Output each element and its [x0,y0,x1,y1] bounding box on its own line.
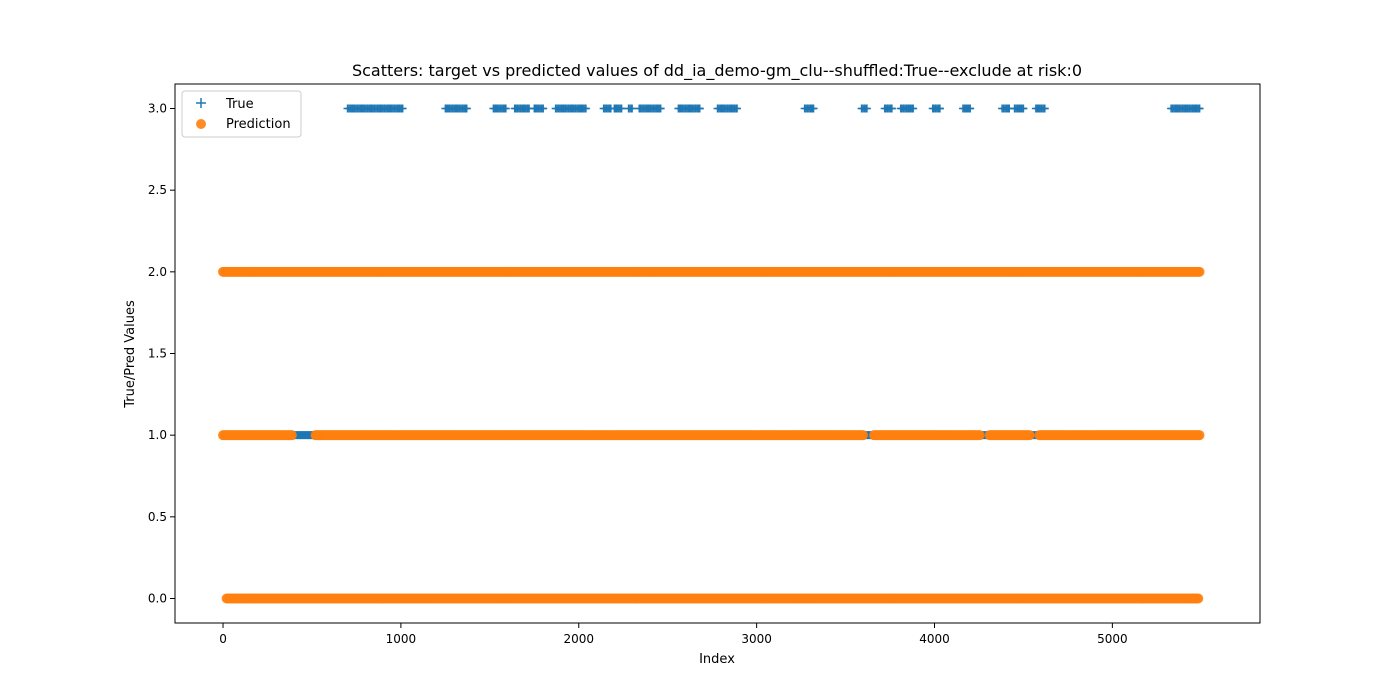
prediction-point [1193,593,1204,604]
true-point [656,104,665,113]
x-tick-label: 2000 [563,632,594,646]
legend: True Prediction [181,90,302,138]
true-point [909,104,918,113]
legend-box [181,90,302,138]
legend-marker-true [196,98,206,108]
series-prediction [218,266,1205,604]
prediction-point [1194,266,1205,277]
y-tick-label: 3.0 [148,102,167,116]
y-tick-label: 0.0 [148,592,167,606]
x-tick-label: 4000 [919,632,950,646]
legend-marker-prediction [196,119,206,129]
true-point [1019,104,1028,113]
true-point [966,104,975,113]
y-tick-label: 2.5 [148,183,167,197]
true-point [539,104,548,113]
true-point [862,104,871,113]
true-point [1195,104,1204,113]
x-axis: 0 1000 2000 3000 4000 5000 [219,623,1128,646]
true-point [695,104,704,113]
prediction-point [857,430,868,441]
true-point [733,104,742,113]
plot-area [218,104,1205,604]
y-axis: 0.0 0.5 1.0 1.5 2.0 2.5 3.0 [148,102,175,606]
true-point [581,104,590,113]
axes-frame [174,83,1261,624]
x-tick-label: 0 [219,632,227,646]
true-point [501,104,510,113]
legend-label-true: True [225,97,254,112]
y-tick-label: 2.0 [148,265,167,279]
true-point [462,104,471,113]
y-tick-label: 1.5 [148,347,167,361]
true-point [887,104,896,113]
y-tick-label: 1.0 [148,428,167,442]
x-axis-label: Index [699,652,735,667]
true-point [617,104,626,113]
x-tick-label: 1000 [386,632,417,646]
prediction-point [1024,430,1035,441]
prediction-point [974,430,985,441]
true-point [809,104,818,113]
true-point [1040,104,1049,113]
legend-label-prediction: Prediction [226,117,291,132]
series-true [290,104,1204,440]
x-tick-label: 5000 [1097,632,1128,646]
y-tick-label: 0.5 [148,510,167,524]
true-point [628,104,637,113]
y-axis-label: True/Pred Values [123,300,138,409]
chart-title: Scatters: target vs predicted values of … [352,61,1082,81]
true-point [935,104,944,113]
prediction-point [286,430,297,441]
x-tick-label: 3000 [741,632,772,646]
prediction-point [1194,430,1205,441]
true-point [398,104,407,113]
